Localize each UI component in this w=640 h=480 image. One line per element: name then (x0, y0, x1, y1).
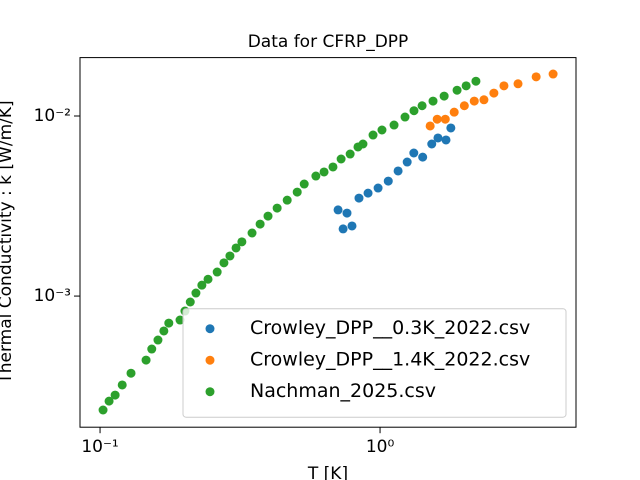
data-point (428, 96, 438, 106)
data-point (197, 280, 207, 290)
data-point (237, 237, 247, 247)
chart-title: Data for CFRP_DPP (248, 32, 409, 52)
data-point (409, 148, 419, 158)
data-point (459, 101, 469, 111)
data-point (439, 91, 449, 101)
data-point (225, 251, 235, 261)
x-axis-label: T [K] (307, 464, 348, 480)
data-point (452, 85, 462, 95)
data-point (449, 107, 459, 117)
legend-label: Nachman_2025.csv (250, 380, 436, 402)
data-point (377, 125, 387, 135)
data-point (363, 188, 373, 198)
data-point (104, 396, 114, 406)
data-point (299, 179, 309, 189)
data-point (219, 258, 229, 268)
data-point (499, 81, 509, 91)
data-point (247, 228, 257, 238)
x-tick-label: 10⁻¹ (81, 437, 118, 457)
data-point (441, 135, 451, 145)
legend-box (182, 308, 567, 418)
y-tick-label: 10⁻³ (34, 286, 71, 306)
data-point (479, 95, 489, 105)
data-point (255, 219, 265, 229)
data-point (425, 121, 435, 131)
data-point (418, 152, 428, 162)
data-point (319, 167, 329, 177)
data-point (409, 106, 419, 116)
data-point (433, 133, 443, 143)
legend-label: Crowley_DPP__0.3K_2022.csv (250, 317, 530, 339)
data-point (292, 187, 302, 197)
data-point (263, 211, 273, 221)
data-point (417, 101, 427, 111)
data-point (531, 72, 541, 82)
data-point (175, 315, 185, 325)
data-point (117, 380, 127, 390)
data-point (354, 193, 364, 203)
data-point (126, 368, 136, 378)
x-tick-label: 10⁰ (366, 437, 395, 457)
y-axis-label: Thermal Conductivity : k [W/m/K] (0, 100, 16, 384)
data-point (427, 139, 437, 149)
data-point (358, 139, 368, 149)
data-point (402, 157, 412, 167)
data-point (513, 79, 523, 89)
data-point (383, 176, 393, 186)
data-point (147, 344, 157, 354)
legend-marker (205, 324, 215, 334)
data-point (440, 114, 450, 124)
data-point (368, 130, 378, 140)
data-point (461, 81, 471, 91)
data-point (311, 171, 321, 181)
data-point (185, 297, 195, 307)
data-point (333, 205, 343, 215)
data-point (272, 203, 282, 213)
data-point (400, 112, 410, 122)
axes-frame (79, 57, 577, 428)
data-point (282, 195, 292, 205)
data-point (389, 120, 399, 130)
data-point (328, 162, 338, 172)
data-point (471, 76, 481, 86)
legend-label: Crowley_DPP__1.4K_2022.csv (250, 349, 530, 371)
data-point (159, 326, 169, 336)
data-point (469, 96, 479, 106)
data-point (110, 390, 120, 400)
data-point (338, 224, 348, 234)
data-point (345, 149, 355, 159)
data-point (153, 335, 163, 345)
data-point (446, 123, 456, 133)
legend-marker (205, 355, 215, 365)
data-point (489, 88, 499, 98)
data-point (98, 405, 108, 415)
legend-marker (205, 387, 215, 397)
data-point (212, 267, 222, 277)
data-point (342, 208, 352, 218)
data-point (203, 274, 213, 284)
data-point (373, 183, 383, 193)
legend: Crowley_DPP__0.3K_2022.csv Crowley_DPP__1… (182, 308, 567, 418)
data-point (141, 355, 151, 365)
data-point (347, 221, 357, 231)
data-point (393, 166, 403, 176)
y-tick-label: 10⁻² (34, 106, 71, 126)
data-point (548, 69, 558, 79)
data-point (231, 243, 241, 253)
data-point (432, 114, 442, 124)
data-point (191, 288, 201, 298)
data-point (164, 318, 174, 328)
data-point (336, 154, 346, 164)
